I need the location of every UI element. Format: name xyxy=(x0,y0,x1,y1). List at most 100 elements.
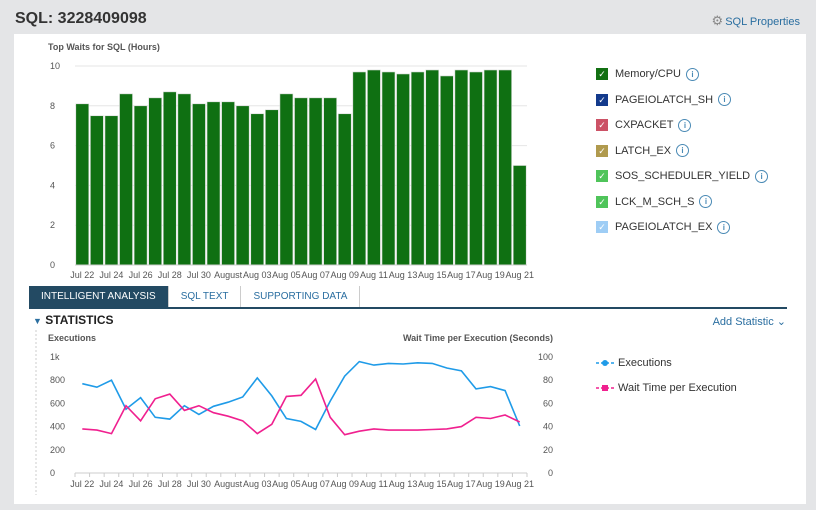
bar xyxy=(177,93,192,266)
x-tick-label: Aug 19 xyxy=(476,270,505,280)
x-tick-label: Aug 13 xyxy=(389,270,418,280)
checkbox-icon[interactable]: ✓ xyxy=(596,170,608,182)
tab-intelligent-analysis[interactable]: INTELLIGENT ANALYSIS xyxy=(29,286,169,307)
checkbox-icon[interactable]: ✓ xyxy=(596,144,608,157)
legend-item[interactable]: ✓ SOS_SCHEDULER_YIELD i xyxy=(596,169,769,183)
bar xyxy=(308,97,323,266)
checkbox-icon[interactable]: ✓ xyxy=(596,119,608,131)
collapse-triangle-icon: ▼ xyxy=(33,316,42,326)
x-tick-label: Jul 24 xyxy=(99,270,123,280)
bar xyxy=(396,73,410,266)
bar xyxy=(206,101,221,266)
add-statistic-dropdown[interactable]: Add Statistic ⌄ xyxy=(713,315,786,328)
checkbox-icon[interactable]: ✓ xyxy=(596,93,608,106)
x-tick-label: Aug 17 xyxy=(447,270,476,280)
x-tick-label: Aug 15 xyxy=(418,270,447,280)
x-tick-label: Jul 26 xyxy=(129,270,153,280)
info-icon[interactable]: i xyxy=(699,195,713,208)
bar xyxy=(410,71,425,266)
y-tick-label: 4 xyxy=(50,180,55,190)
y-tick-label: 10 xyxy=(50,61,60,71)
info-icon[interactable]: i xyxy=(717,220,731,234)
checkbox-icon[interactable]: ✓ xyxy=(596,195,608,208)
bar xyxy=(512,165,527,266)
tab-supporting-data[interactable]: SUPPORTING DATA xyxy=(241,286,361,307)
legend-item[interactable]: ✓ LATCH_EX i xyxy=(596,144,690,158)
series-marker-icon xyxy=(596,385,614,391)
top-waits-chart: Top Waits for SQL (Hours) 0 2 4 6 8 10 Jul 22 J… xyxy=(48,42,534,280)
tab-sql-text[interactable]: SQL TEXT xyxy=(169,286,242,307)
legend-item[interactable]: ✓ LCK_M_SCH_S i xyxy=(596,195,713,209)
bar xyxy=(119,93,133,266)
add-statistic-label: Add Statistic xyxy=(712,316,774,328)
bar xyxy=(265,109,279,266)
gear-icon: ⚙ xyxy=(711,13,724,28)
bar xyxy=(294,97,308,266)
info-icon[interactable]: i xyxy=(678,118,692,132)
bar xyxy=(162,91,177,266)
chevron-down-icon: ⌄ xyxy=(776,316,786,328)
legend-label: Executions xyxy=(618,357,672,369)
legend-item[interactable]: Executions xyxy=(596,357,672,369)
bar xyxy=(250,113,265,266)
legend-item[interactable]: Wait Time per Execution xyxy=(596,382,737,394)
checkbox-icon[interactable]: ✓ xyxy=(596,221,608,233)
x-tick-label: Aug 11 xyxy=(360,270,388,280)
bar xyxy=(454,69,469,266)
bar xyxy=(148,97,162,266)
x-tick-label: Jul 28 xyxy=(158,270,182,280)
sql-properties-label: SQL Properties xyxy=(725,16,800,28)
info-icon[interactable]: i xyxy=(755,169,769,183)
bar xyxy=(133,105,148,266)
statistics-title: STATISTICS xyxy=(45,313,114,327)
bar xyxy=(352,71,367,266)
legend-label: LATCH_EX xyxy=(615,144,672,157)
x-tick-label: Aug 03 xyxy=(243,270,272,280)
bar xyxy=(440,75,454,266)
bar xyxy=(279,93,294,266)
bar xyxy=(221,101,235,266)
x-tick-label: Jul 30 xyxy=(187,270,211,280)
bar xyxy=(235,105,250,266)
legend-item[interactable]: ✓ PAGEIOLATCH_SH i xyxy=(596,93,732,107)
x-tick-label: Jul 22 xyxy=(70,270,94,280)
bar xyxy=(425,69,440,266)
legend-label: Wait Time per Execution xyxy=(618,382,737,394)
bar xyxy=(104,115,119,266)
legend-label: PAGEIOLATCH_SH xyxy=(615,93,714,106)
x-tick-label: Aug 09 xyxy=(330,270,359,280)
legend-label: Memory/CPU xyxy=(615,68,682,80)
bar xyxy=(192,103,206,266)
legend-item[interactable]: ✓ Memory/CPU i xyxy=(596,67,700,81)
legend-label: SOS_SCHEDULER_YIELD xyxy=(615,170,751,182)
info-icon[interactable]: i xyxy=(686,67,700,81)
info-icon[interactable]: i xyxy=(676,144,690,157)
info-icon[interactable]: i xyxy=(718,93,732,106)
bar xyxy=(367,69,381,266)
bar xyxy=(498,69,512,266)
sql-properties-link[interactable]: ⚙ SQL Properties xyxy=(712,13,800,29)
bar xyxy=(75,103,90,266)
legend-label: PAGEIOLATCH_EX xyxy=(615,221,713,233)
x-tick-label: Aug 21 xyxy=(505,270,534,280)
tab-bar: INTELLIGENT ANALYSIS SQL TEXT SUPPORTING D… xyxy=(29,286,787,309)
statistics-header[interactable]: ▼ STATISTICS xyxy=(33,313,114,327)
bar xyxy=(381,71,396,266)
checkbox-icon[interactable]: ✓ xyxy=(596,68,608,80)
x-tick-label: Aug 05 xyxy=(272,270,301,280)
y-tick-label: 6 xyxy=(50,141,55,151)
page-title: SQL: 3228409098 xyxy=(15,10,147,27)
x-tick-label: Aug 07 xyxy=(301,270,330,280)
legend-item[interactable]: ✓ PAGEIOLATCH_EX i xyxy=(596,220,731,234)
legend-label: LCK_M_SCH_S xyxy=(615,195,695,208)
chart-title: Top Waits for SQL (Hours) xyxy=(48,42,160,52)
bar xyxy=(483,69,498,266)
bar xyxy=(90,115,104,266)
legend-label: CXPACKET xyxy=(615,119,674,131)
bar xyxy=(323,97,337,266)
series-marker-icon xyxy=(596,360,614,366)
x-tick-label: August xyxy=(214,270,243,280)
bar xyxy=(337,113,352,266)
legend-item[interactable]: ✓ CXPACKET i xyxy=(596,118,692,132)
y-tick-label: 0 xyxy=(50,260,55,270)
